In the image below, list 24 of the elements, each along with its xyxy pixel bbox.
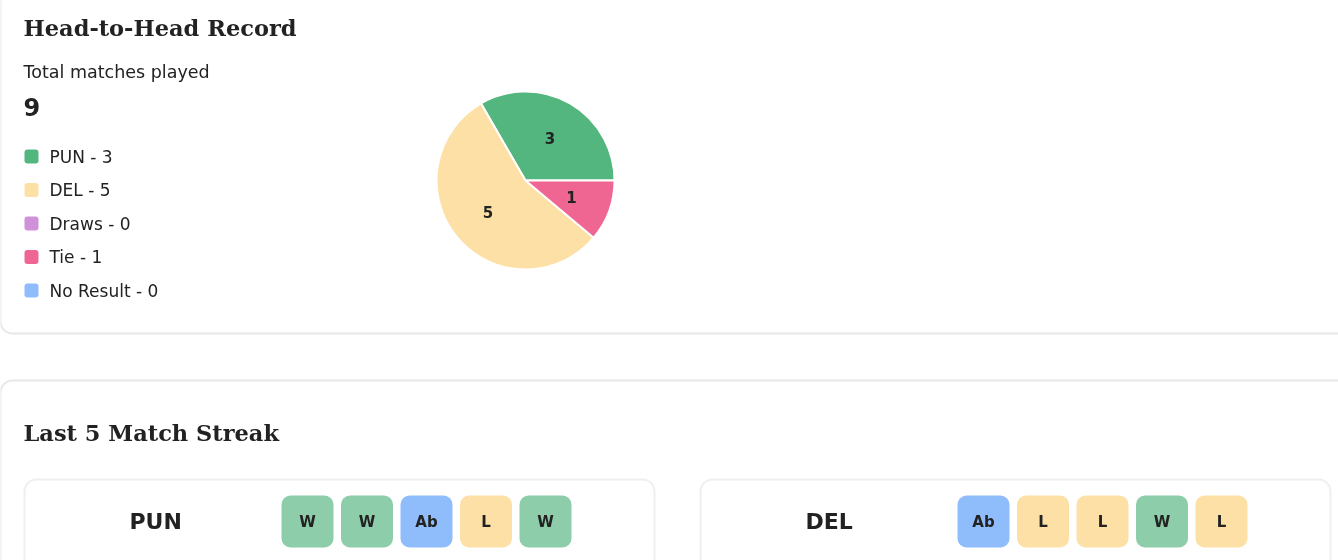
legend-label: Draws - 0 bbox=[49, 213, 131, 234]
text: DEL bbox=[805, 509, 853, 534]
legend-label: Tie - 1 bbox=[48, 247, 103, 267]
text: Last 5 Match Streak bbox=[23, 419, 280, 446]
legend-label: PUN - 3 bbox=[49, 146, 113, 167]
category-label: L bbox=[1038, 512, 1049, 531]
chart-title: Head-to-Head Record bbox=[23, 14, 297, 41]
data-label: 1 bbox=[566, 189, 577, 208]
category-label: W bbox=[358, 512, 376, 531]
data-label: 3 bbox=[544, 130, 556, 149]
category-label: W bbox=[299, 512, 317, 531]
category-label: W bbox=[537, 512, 555, 531]
category-label: L bbox=[481, 512, 492, 531]
category-label: L bbox=[1097, 512, 1108, 531]
text: PUN bbox=[129, 509, 182, 534]
data-label: 5 bbox=[482, 203, 494, 222]
category-label: Ab bbox=[415, 512, 438, 531]
category-label: Ab bbox=[972, 512, 995, 531]
legend-label: No Result - 0 bbox=[49, 280, 159, 301]
category-label: W bbox=[1153, 512, 1171, 531]
category-label: L bbox=[1216, 512, 1227, 531]
text: 9 bbox=[23, 93, 41, 122]
legend-label: DEL - 5 bbox=[49, 180, 111, 200]
chart-subtitle: Total matches played bbox=[22, 61, 210, 82]
